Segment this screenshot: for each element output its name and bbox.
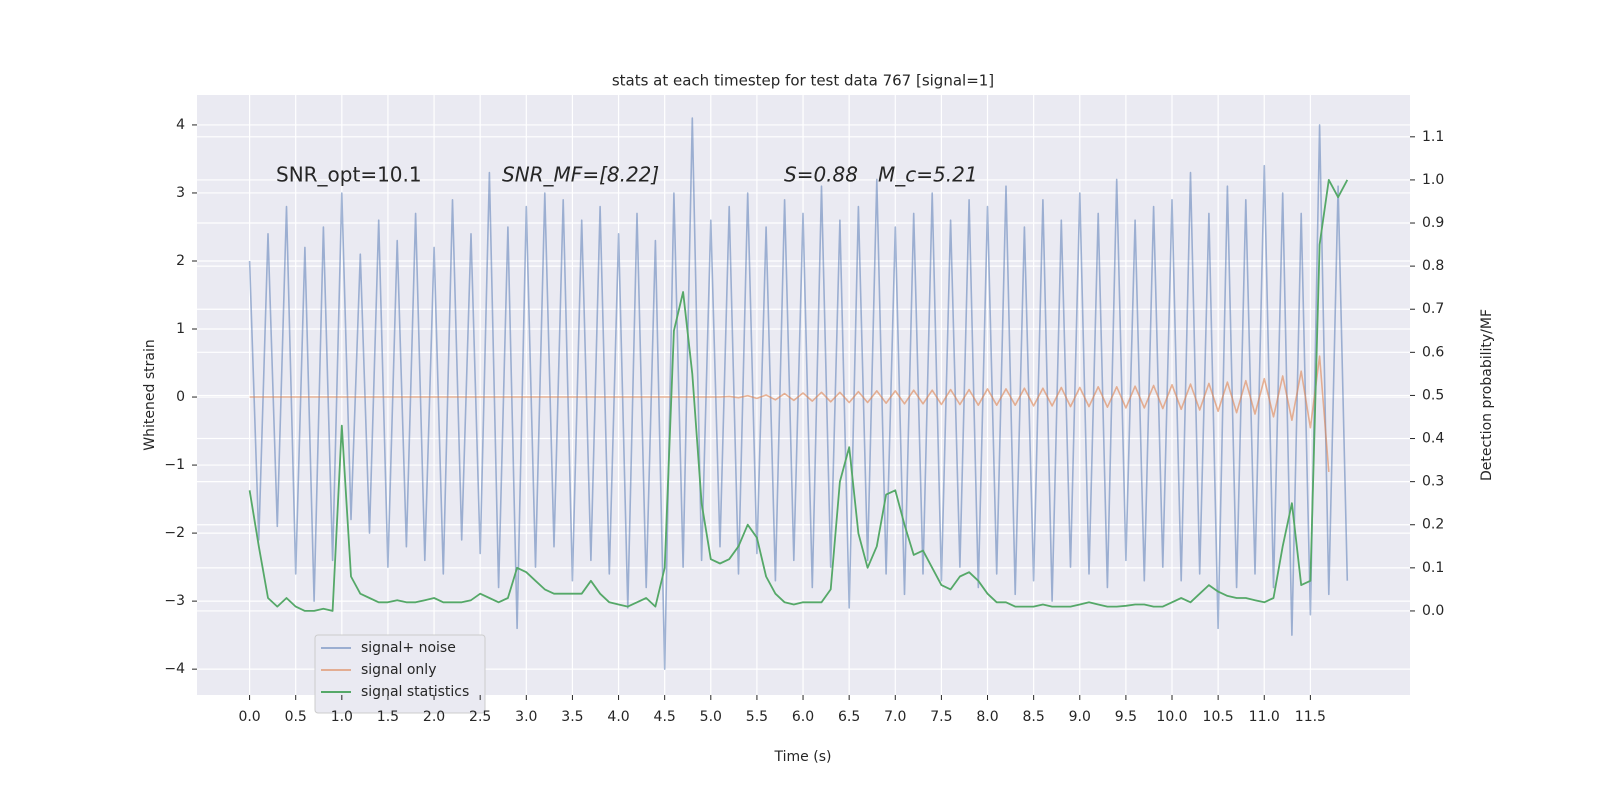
legend: signal+ noise signal only signal statistic… — [314, 634, 486, 714]
x-tick-label: 3.5 — [561, 709, 583, 725]
x-tick-label: 0.5 — [285, 709, 307, 725]
y-tick-label: −1 — [164, 457, 185, 473]
y-tick-label: 0 — [176, 389, 185, 405]
y-tick-label: −3 — [164, 593, 185, 609]
x-tick-label: 7.5 — [930, 709, 952, 725]
x-tick-label: 6.0 — [792, 709, 814, 725]
annotation: S=0.88 — [784, 163, 858, 187]
y-tick-label: −4 — [164, 661, 185, 677]
y2-tick-label: 0.2 — [1422, 517, 1444, 533]
annotation: SNR_opt=10.1 — [276, 163, 422, 187]
y2-tick-label: 0.7 — [1422, 301, 1444, 317]
x-axis-label: Time (s) — [774, 749, 832, 765]
x-tick-label: 11.5 — [1295, 709, 1326, 725]
y2-tick-label: 0.1 — [1422, 560, 1444, 576]
y-tick-label: 2 — [176, 253, 185, 269]
y2-tick-label: 0.6 — [1422, 344, 1444, 360]
y2-tick-label: 0.4 — [1422, 431, 1444, 447]
y2-tick-label: 0.8 — [1422, 258, 1444, 274]
x-tick-label: 7.0 — [884, 709, 906, 725]
x-tick-label: 8.5 — [1023, 709, 1045, 725]
series-line — [249, 355, 1330, 472]
y-tick-label: 3 — [176, 185, 185, 201]
x-tick-label: 1.0 — [331, 709, 353, 725]
y-tick-label: 1 — [176, 321, 185, 337]
x-tick-label: 9.5 — [1115, 709, 1137, 725]
y-tick-label: 4 — [176, 117, 185, 133]
legend-label: signal only — [361, 662, 436, 678]
x-tick-label: 5.0 — [700, 709, 722, 725]
series-line — [248, 179, 1349, 612]
marks — [248, 117, 1349, 670]
x-tick-label: 1.5 — [377, 709, 399, 725]
y-tick-label: −2 — [164, 525, 185, 541]
legend-box — [314, 634, 486, 714]
x-tick-label: 10.5 — [1203, 709, 1234, 725]
y2-tick-label: 0.0 — [1422, 603, 1444, 619]
legend-label: signal statistics — [361, 684, 469, 700]
x-tick-label: 0.0 — [238, 709, 260, 725]
y2-tick-label: 0.9 — [1422, 215, 1444, 231]
y-axis-label: Whitened strain — [142, 339, 158, 450]
x-tick-label: 9.0 — [1069, 709, 1091, 725]
y2-tick-label: 0.5 — [1422, 387, 1444, 403]
annotation: SNR_MF=[8.22] — [502, 163, 659, 187]
chart-title: stats at each timestep for test data 767… — [612, 72, 994, 90]
x-tick-label: 8.0 — [976, 709, 998, 725]
y2-tick-label: 1.1 — [1422, 129, 1444, 145]
x-tick-label: 2.5 — [469, 709, 491, 725]
x-tick-label: 6.5 — [838, 709, 860, 725]
x-tick-label: 4.0 — [607, 709, 629, 725]
x-tick-label: 5.5 — [746, 709, 768, 725]
x-tick-label: 11.0 — [1249, 709, 1280, 725]
legend-label: signal+ noise — [361, 640, 456, 656]
annotation: M_c=5.21 — [878, 163, 978, 187]
x-tick-label: 2.0 — [423, 709, 445, 725]
y2-tick-label: 1.0 — [1422, 172, 1444, 188]
y2-axis-label: Detection probability/MF — [1479, 309, 1495, 481]
series-line — [248, 117, 1349, 670]
x-tick-label: 4.5 — [654, 709, 676, 725]
y2-tick-label: 0.3 — [1422, 474, 1444, 490]
x-tick-label: 3.0 — [515, 709, 537, 725]
x-tick-label: 10.0 — [1156, 709, 1187, 725]
